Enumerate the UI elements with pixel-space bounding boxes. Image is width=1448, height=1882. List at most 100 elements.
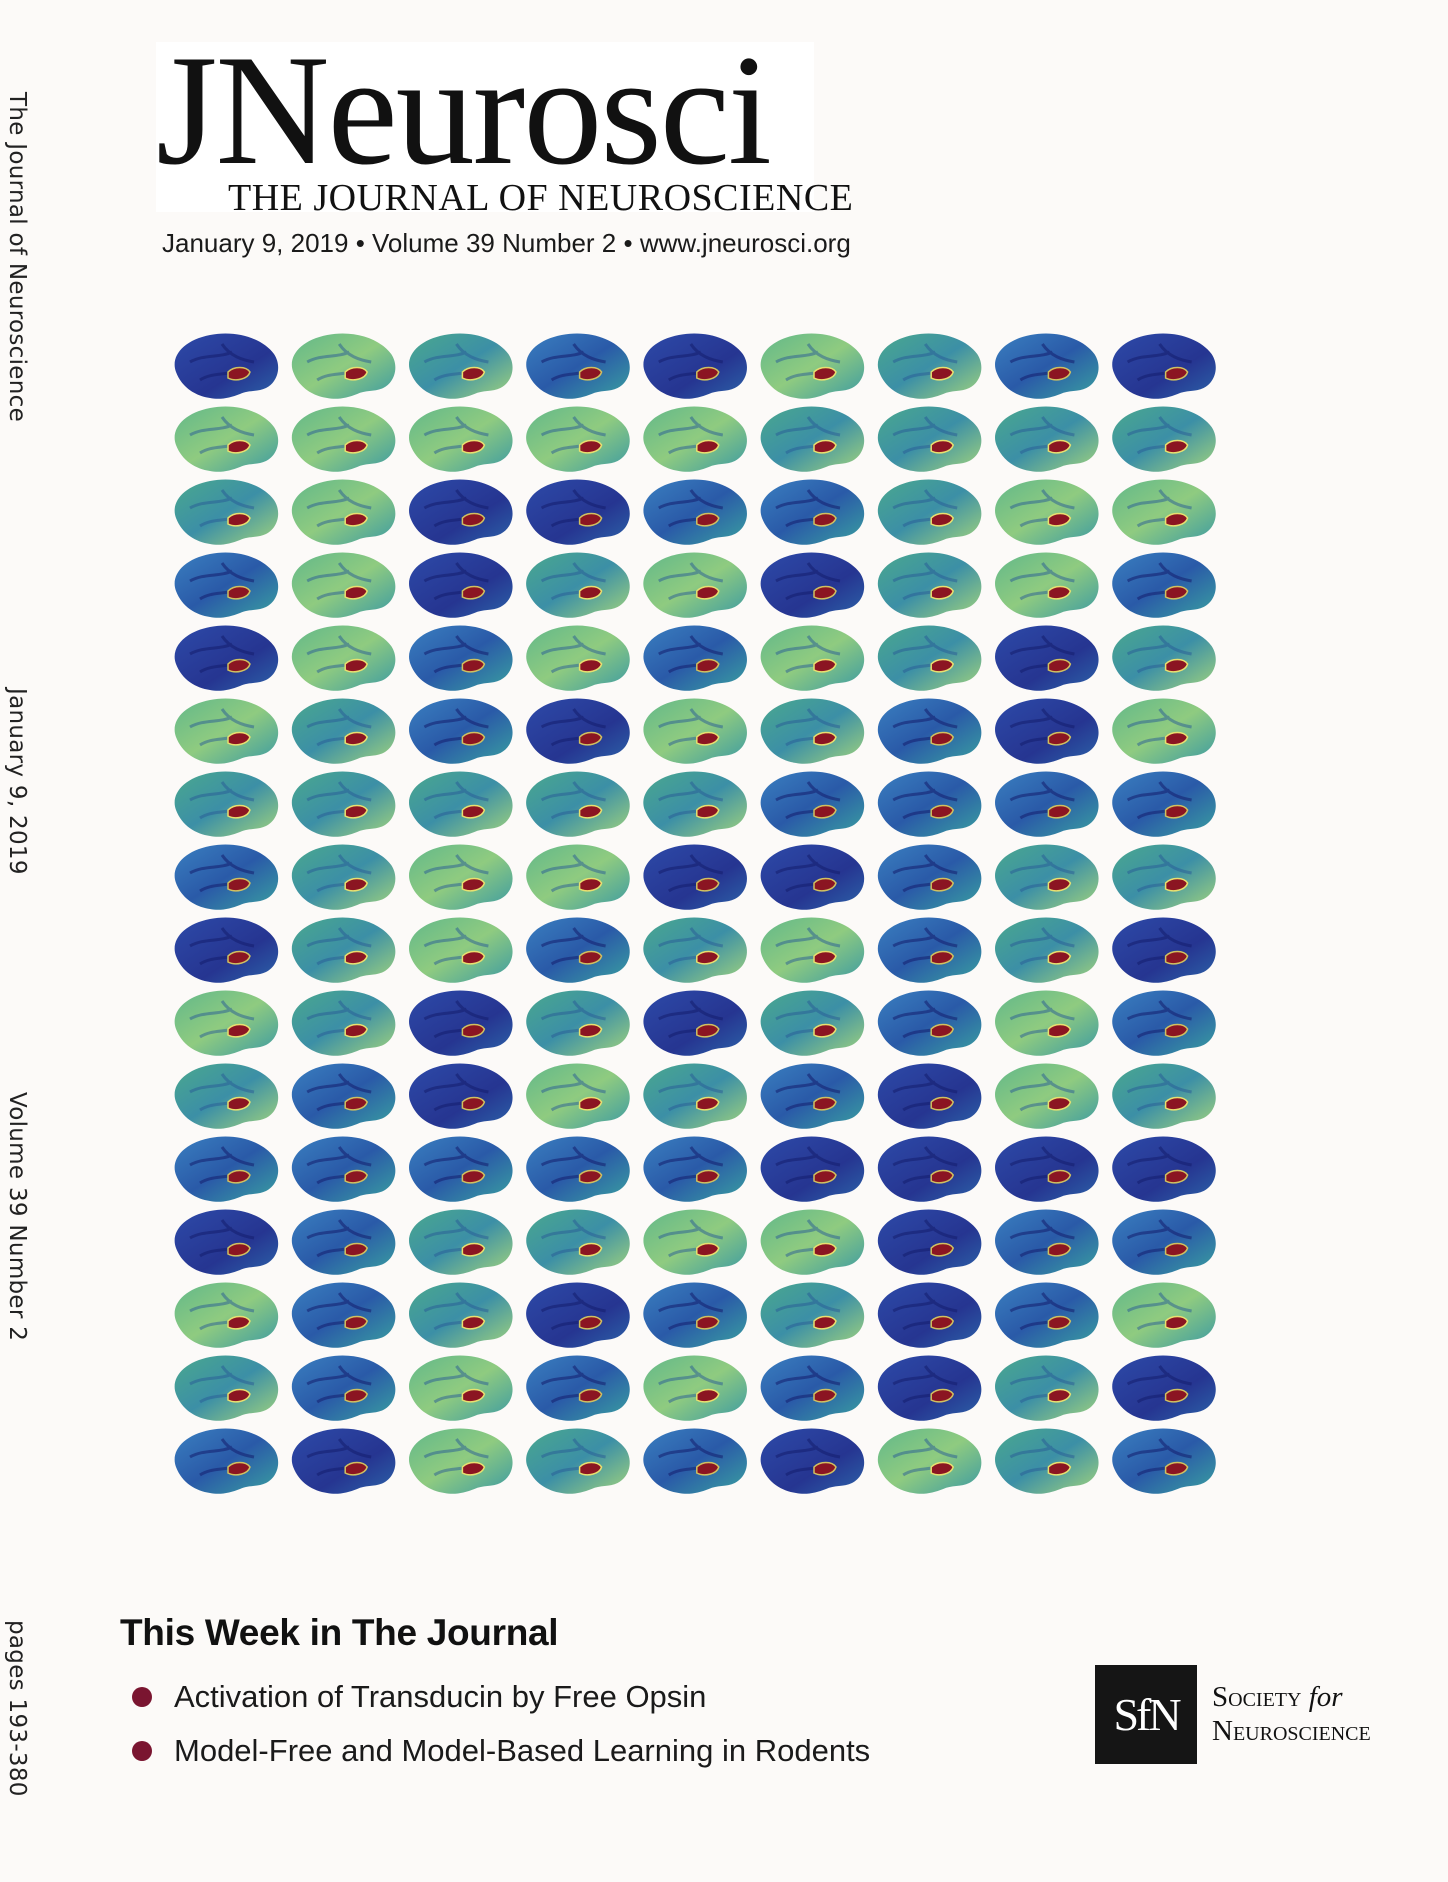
brain-thumbnail <box>1112 625 1216 691</box>
brain-thumbnail <box>995 552 1099 618</box>
brain-thumbnail <box>643 917 747 983</box>
brain-thumbnail <box>995 771 1099 837</box>
brain-thumbnail <box>877 771 982 837</box>
brain-thumbnail <box>291 1355 396 1421</box>
brain-thumbnail <box>409 333 513 399</box>
brain-thumbnail <box>291 625 396 691</box>
brain-thumbnail <box>409 1209 513 1275</box>
brain-thumbnail <box>174 1136 279 1202</box>
brain-thumbnail <box>995 1282 1099 1348</box>
brain-thumbnail <box>291 698 396 764</box>
brain-thumbnail <box>526 479 630 545</box>
spine-journal-title: The Journal of Neuroscience <box>4 92 30 423</box>
brain-thumbnail <box>995 698 1099 764</box>
brain-thumbnail <box>877 698 982 764</box>
brain-thumbnail <box>1112 333 1216 399</box>
brain-thumbnail <box>995 844 1099 910</box>
brain-thumbnail <box>760 917 865 983</box>
brain-thumbnail <box>995 917 1099 983</box>
issue-line: January 9, 2019 • Volume 39 Number 2 • w… <box>162 228 851 258</box>
sfn-name: Society for Neuroscience <box>1212 1680 1371 1748</box>
brain-thumbnail <box>877 1355 982 1421</box>
brain-thumbnail <box>291 771 396 837</box>
brain-thumbnail <box>174 1355 279 1421</box>
brain-thumbnail <box>409 625 513 691</box>
brain-thumbnail <box>1112 1209 1216 1275</box>
brain-thumbnail <box>760 552 865 618</box>
brain-thumbnail <box>409 990 513 1056</box>
brain-thumbnail <box>760 1063 865 1129</box>
brain-thumbnail <box>760 1136 865 1202</box>
brain-thumbnail <box>643 1428 747 1494</box>
brain-thumbnail <box>760 625 865 691</box>
brain-thumbnail <box>877 552 982 618</box>
brain-thumbnail <box>760 1355 865 1421</box>
brain-thumbnail <box>760 479 865 545</box>
brain-thumbnail <box>526 406 630 472</box>
spine-pages: pages 193-380 <box>4 1620 30 1797</box>
brain-thumbnail <box>174 844 279 910</box>
brain-thumbnail <box>409 917 513 983</box>
masthead: JNeurosci THE JOURNAL OF NEUROSCIENCE <box>156 32 853 219</box>
brain-thumbnail <box>174 990 279 1056</box>
brain-thumbnail <box>174 1209 279 1275</box>
brain-thumbnail <box>1112 1428 1216 1494</box>
brain-thumbnail <box>877 917 982 983</box>
brain-thumbnail <box>291 479 396 545</box>
brain-thumbnail <box>291 552 396 618</box>
brain-thumbnail <box>995 1355 1099 1421</box>
brain-thumbnail <box>877 1063 982 1129</box>
brain-thumbnail <box>643 1136 747 1202</box>
brain-thumbnail <box>174 333 279 399</box>
brain-thumbnail <box>643 552 747 618</box>
brain-thumbnail <box>1112 844 1216 910</box>
spine: The Journal of Neuroscience January 9, 2… <box>0 0 40 1882</box>
brain-thumbnail <box>291 1063 396 1129</box>
brain-thumbnail <box>291 990 396 1056</box>
journal-logo: JNeurosci <box>156 23 772 198</box>
brain-thumbnail <box>409 771 513 837</box>
brain-thumbnail <box>526 552 630 618</box>
article-title: Model-Free and Model-Based Learning in R… <box>174 1733 871 1768</box>
brain-thumbnail <box>643 771 747 837</box>
brain-thumbnail <box>526 333 630 399</box>
brain-thumbnail <box>291 1136 396 1202</box>
brain-thumbnail <box>291 1428 396 1494</box>
brain-thumbnail <box>409 1355 513 1421</box>
this-week-heading: This Week in The Journal <box>120 1612 559 1653</box>
sfn-logo: SfN <box>1095 1665 1197 1764</box>
brain-thumbnail <box>526 844 630 910</box>
brain-thumbnail <box>643 479 747 545</box>
brain-thumbnail <box>409 844 513 910</box>
sfn-name-neuroscience: Neuroscience <box>1212 1715 1371 1747</box>
brain-thumbnail <box>643 333 747 399</box>
brain-thumbnail <box>409 698 513 764</box>
brain-thumbnail <box>643 406 747 472</box>
brain-thumbnail <box>877 844 982 910</box>
brain-thumbnail <box>760 406 865 472</box>
list-item[interactable]: Activation of Transducin by Free Opsin <box>132 1670 870 1724</box>
brain-thumbnail <box>1112 1136 1216 1202</box>
brain-thumbnail <box>291 1282 396 1348</box>
brain-thumbnail <box>877 990 982 1056</box>
brain-thumbnail <box>409 479 513 545</box>
brain-thumbnail <box>760 771 865 837</box>
brain-thumbnail <box>1112 1063 1216 1129</box>
brain-thumbnail <box>409 1428 513 1494</box>
brain-thumbnail <box>995 1063 1099 1129</box>
brain-thumbnail <box>760 990 865 1056</box>
brain-thumbnail <box>760 1428 865 1494</box>
sfn-name-for: for <box>1308 1681 1343 1713</box>
brain-thumbnail <box>643 698 747 764</box>
brain-thumbnail <box>409 1063 513 1129</box>
brain-thumbnail <box>174 771 279 837</box>
brain-thumbnail <box>1112 406 1216 472</box>
list-item[interactable]: Model-Free and Model-Based Learning in R… <box>132 1724 870 1778</box>
brain-thumbnail <box>526 1136 630 1202</box>
article-list: Activation of Transducin by Free Opsin M… <box>132 1670 870 1778</box>
brain-thumbnail <box>1112 1355 1216 1421</box>
brain-thumbnail <box>1112 1282 1216 1348</box>
brain-thumbnail <box>526 1428 630 1494</box>
brain-thumbnail <box>995 1136 1099 1202</box>
spine-volume: Volume 39 Number 2 <box>4 1092 30 1342</box>
